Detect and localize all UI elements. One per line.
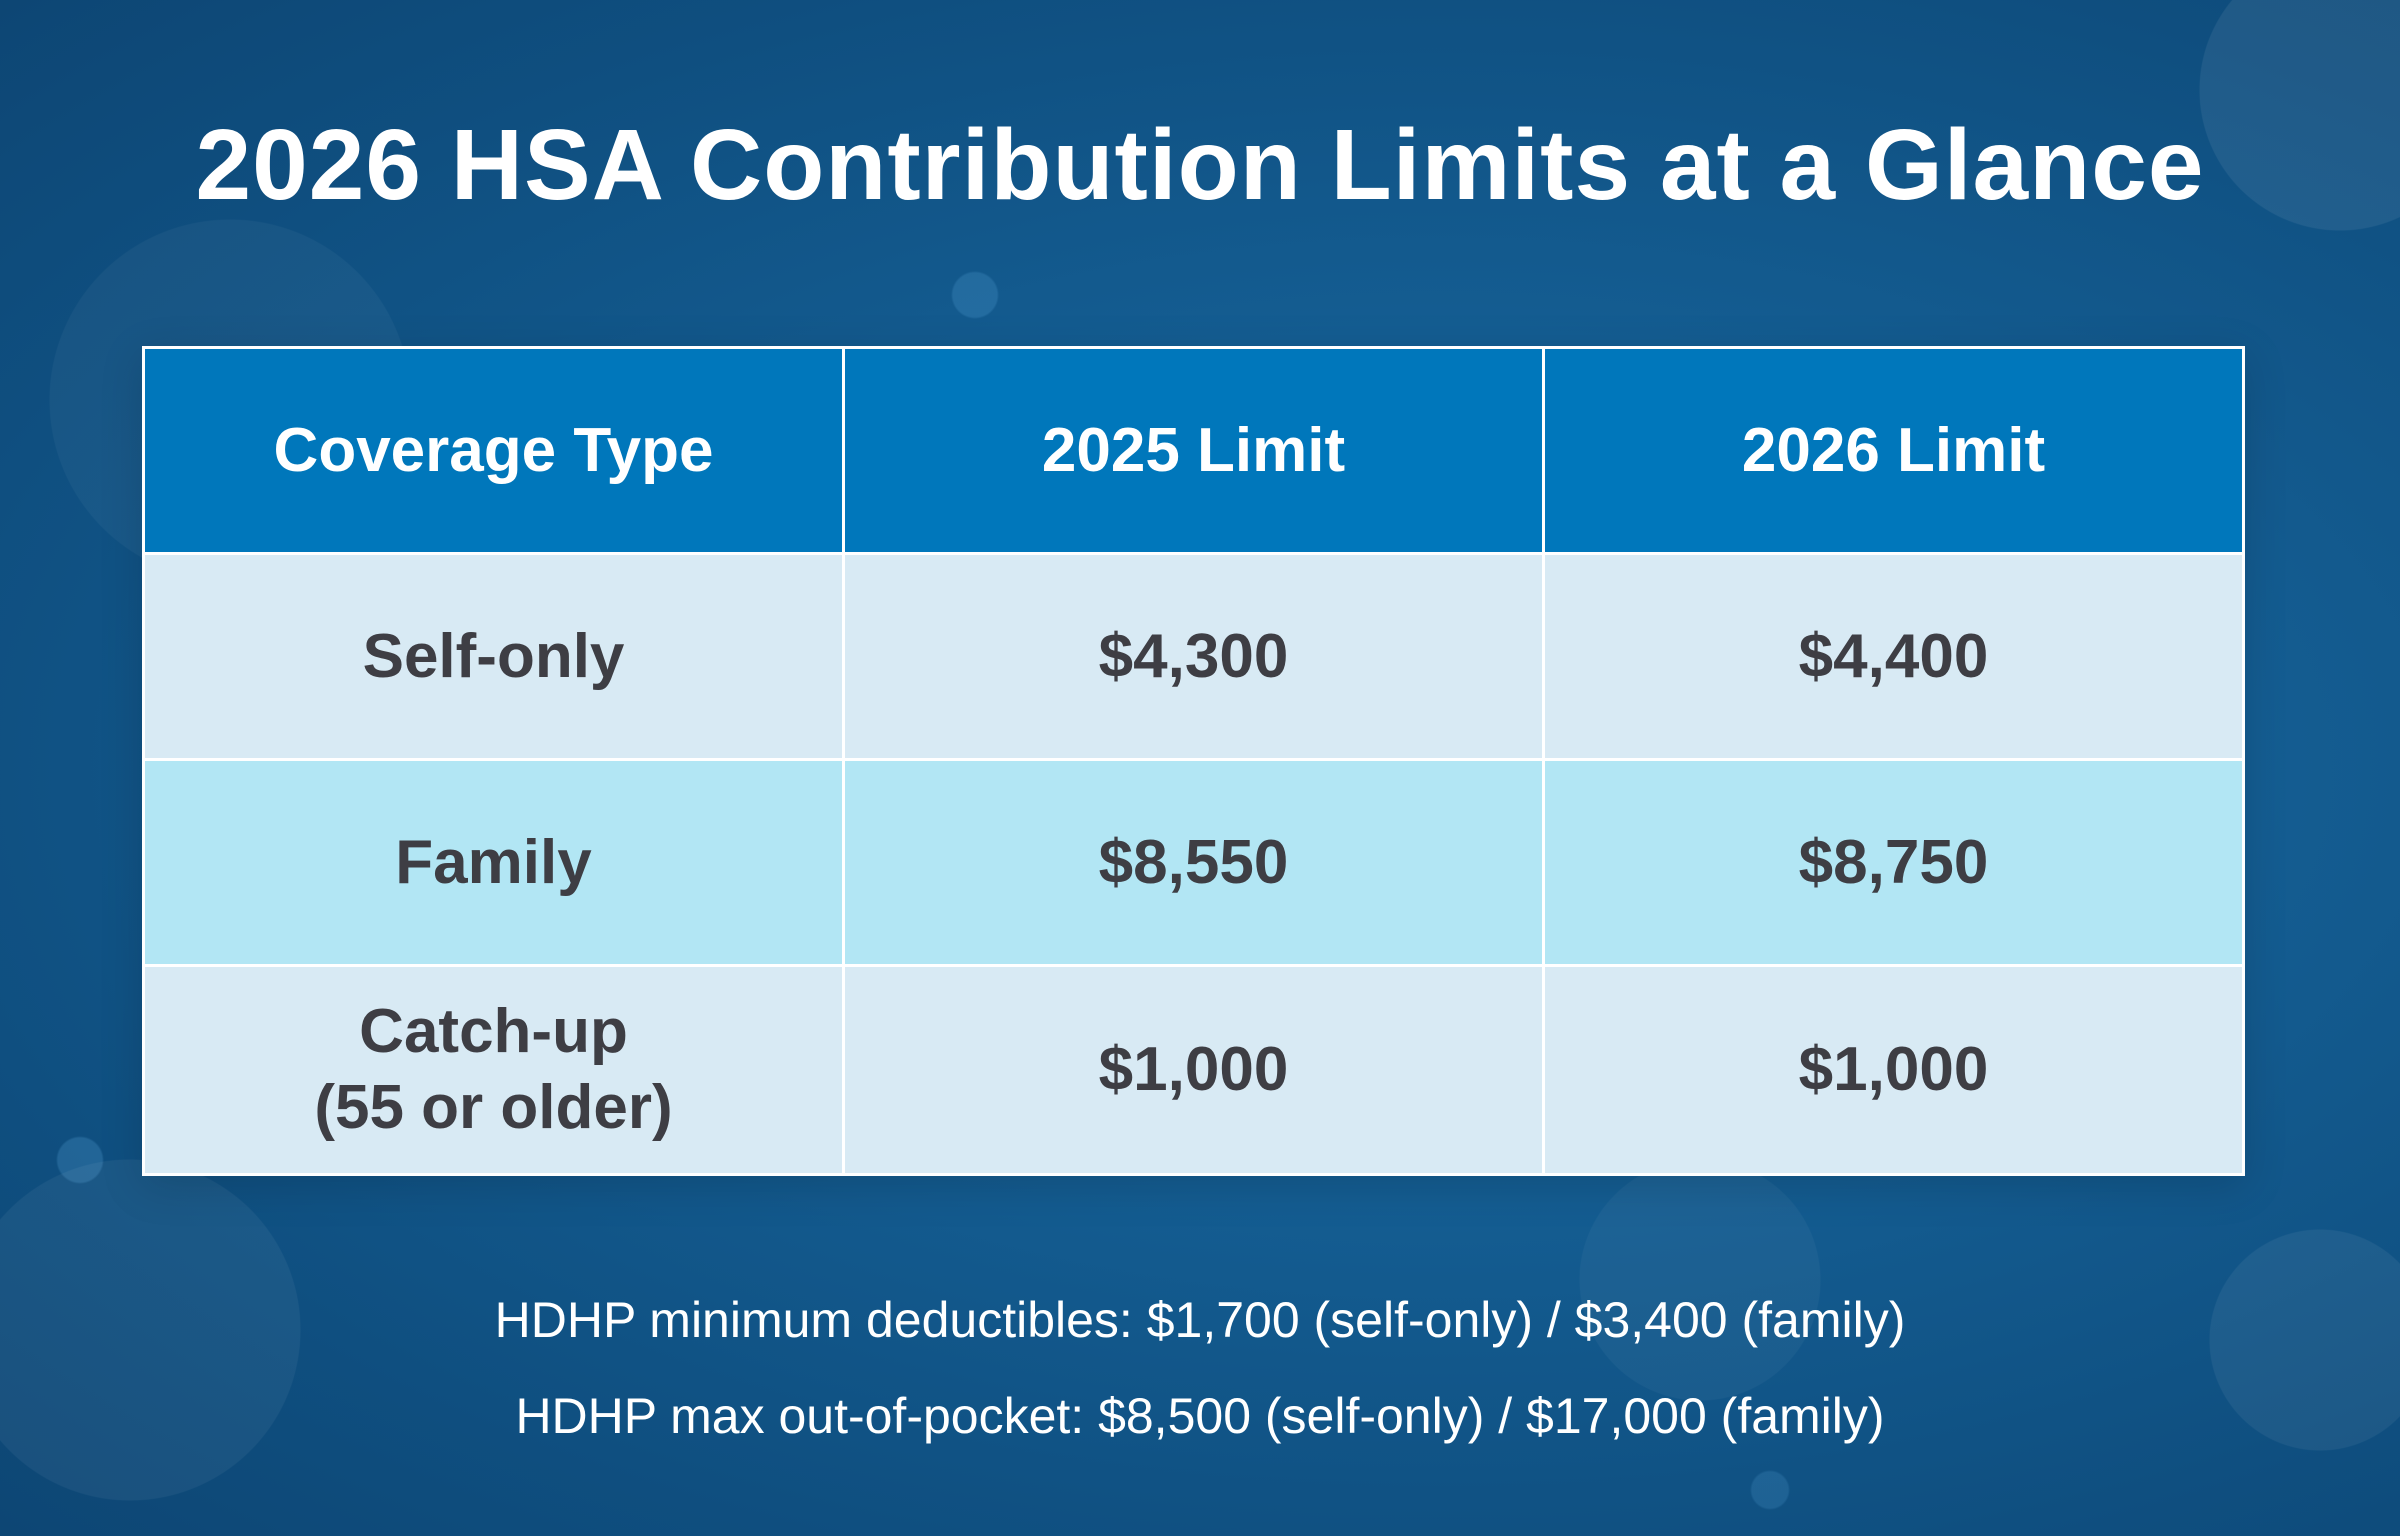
cell-2026-catch-up: $1,000 <box>1542 964 2245 1176</box>
table-header-row: Coverage Type 2025 Limit 2026 Limit <box>142 346 2245 555</box>
table-row-family: Family $8,550 $8,750 <box>142 758 2245 967</box>
cell-coverage-family: Family <box>142 758 845 967</box>
page-title: 2026 HSA Contribution Limits at a Glance <box>195 109 2205 221</box>
footnote-max-out-of-pocket: HDHP max out-of-pocket: $8,500 (self-onl… <box>515 1388 1885 1444</box>
cell-coverage-catch-up: Catch-up (55 or older) <box>142 964 845 1176</box>
cell-2025-self-only: $4,300 <box>842 552 1545 761</box>
cell-2025-family: $8,550 <box>842 758 1545 967</box>
header-2025-limit: 2025 Limit <box>842 346 1545 555</box>
hsa-limits-table: Coverage Type 2025 Limit 2026 Limit Self… <box>142 346 2245 1176</box>
footnote-min-deductibles: HDHP minimum deductibles: $1,700 (self-o… <box>494 1292 1906 1348</box>
header-2026-limit: 2026 Limit <box>1542 346 2245 555</box>
table-row-self-only: Self-only $4,300 $4,400 <box>142 552 2245 761</box>
cell-2025-catch-up: $1,000 <box>842 964 1545 1176</box>
header-coverage-type: Coverage Type <box>142 346 845 555</box>
cell-2026-family: $8,750 <box>1542 758 2245 967</box>
catch-up-age-note: (55 or older) <box>314 1073 673 1142</box>
cell-2026-self-only: $4,400 <box>1542 552 2245 761</box>
catch-up-label: Catch-up <box>359 997 628 1066</box>
table-row-catch-up: Catch-up (55 or older) $1,000 $1,000 <box>142 964 2245 1176</box>
cell-coverage-self-only: Self-only <box>142 552 845 761</box>
